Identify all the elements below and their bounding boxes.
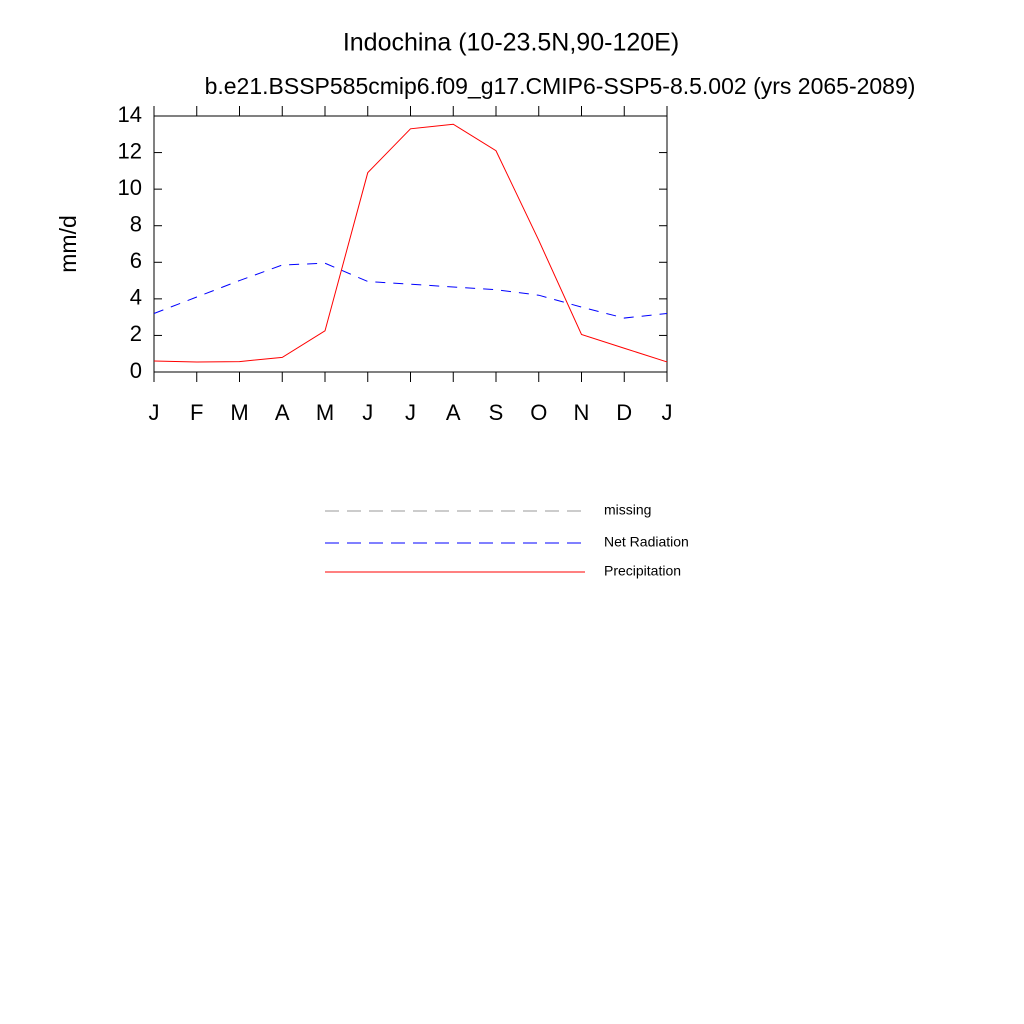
y-tick-label: 2 (130, 321, 142, 346)
x-tick-label: M (316, 400, 334, 425)
x-tick-label: F (190, 400, 203, 425)
series-line (153, 123, 668, 363)
x-tick-label: D (616, 400, 632, 425)
x-tick-label: O (530, 400, 547, 425)
x-tick-label: J (362, 400, 373, 425)
plot-frame (153, 115, 668, 373)
y-axis-label: mm/d (55, 215, 81, 273)
y-tick-label: 0 (130, 358, 142, 383)
x-tick-label: J (149, 400, 160, 425)
y-tick-label: 8 (130, 212, 142, 237)
x-tick-label: J (662, 400, 673, 425)
chart-title: Indochina (10-23.5N,90-120E) (343, 29, 679, 57)
legend-label: Net Radiation (604, 534, 689, 550)
y-tick-label: 12 (118, 138, 142, 163)
x-tick-label: A (446, 400, 461, 425)
x-tick-label: A (275, 400, 290, 425)
chart-subtitle: b.e21.BSSP585cmip6.f09_g17.CMIP6-SSP5-8.… (205, 73, 916, 99)
x-tick-label: J (405, 400, 416, 425)
y-tick-label: 10 (118, 175, 142, 200)
y-tick-label: 6 (130, 248, 142, 273)
legend-label: Precipitation (604, 563, 681, 579)
legend-label: missing (604, 502, 651, 518)
series-line (153, 262, 668, 319)
x-tick-label: M (230, 400, 248, 425)
y-tick-label: 4 (130, 285, 142, 310)
x-tick-label: S (489, 400, 504, 425)
x-tick-label: N (574, 400, 590, 425)
y-tick-label: 14 (118, 102, 142, 127)
